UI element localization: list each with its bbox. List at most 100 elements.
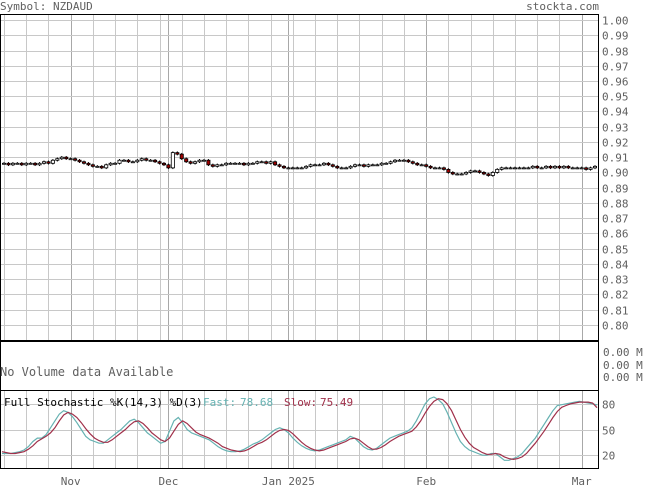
price-candle-body (370, 164, 375, 167)
price-candle-body (384, 162, 389, 165)
price-candle-body (366, 164, 371, 167)
price-candle-body (95, 165, 100, 168)
price-candle-body (499, 167, 504, 170)
price-candle-body (15, 162, 20, 165)
price-candle-body (504, 167, 509, 170)
x-tick-label: Nov (61, 475, 81, 486)
price-candle-body (330, 164, 335, 167)
price-candle-body (108, 162, 113, 166)
x-axis-labels: Nov Dec Jan 2025 Feb Mar (61, 475, 592, 486)
price-candle-body (37, 162, 42, 166)
price-candle-body (530, 165, 535, 169)
price-tick-label: 0.92 (602, 137, 629, 150)
price-candle-body (561, 165, 566, 169)
price-candle-body (455, 173, 460, 176)
price-candle-body (59, 156, 64, 160)
price-candle-body (459, 173, 464, 176)
price-candle-body (593, 165, 598, 169)
price-candle-body (246, 162, 251, 166)
price-candle-body (184, 158, 189, 163)
price-candle-body (299, 167, 304, 170)
price-candle-body (286, 167, 291, 170)
stochastic-tick-label: 80 (602, 399, 615, 412)
price-candle-body (557, 165, 562, 169)
price-candle-body (375, 164, 380, 167)
price-candle-body (304, 165, 309, 169)
price-candle-body (428, 165, 433, 169)
price-tick-label: 0.97 (602, 61, 629, 74)
price-candle-body (99, 165, 104, 169)
price-candle-body (477, 170, 482, 173)
price-candle-body (46, 161, 51, 164)
price-candle-body (139, 158, 144, 161)
price-candle-body (535, 165, 540, 169)
price-candle-body (90, 164, 95, 167)
price-candle-body (73, 158, 78, 161)
price-candle-body (344, 167, 349, 170)
price-candle-body (19, 162, 24, 166)
price-tick-label: 0.80 (602, 320, 629, 333)
price-axis: 1.00 0.99 0.98 0.97 0.96 0.95 0.94 0.93 0.92 0.91… (602, 15, 629, 333)
price-candle-body (464, 172, 469, 175)
price-candle-body (446, 168, 451, 173)
price-candle-body (570, 167, 575, 170)
price-candle-body (450, 172, 455, 175)
price-candle-body (490, 172, 495, 176)
price-tick-label: 0.95 (602, 91, 629, 104)
stochastic-tick-label: 50 (602, 425, 615, 438)
volume-tick-2: 0.00 M (603, 359, 643, 372)
price-candle-body (495, 168, 500, 173)
price-candle-body (268, 161, 273, 164)
price-candle-body (357, 164, 362, 167)
price-tick-label: 0.84 (602, 259, 629, 272)
stochastic-grid (1, 391, 598, 468)
price-candle-body (295, 167, 300, 170)
price-candle-body (575, 167, 580, 170)
price-candle-body (241, 162, 246, 166)
price-tick-label: 0.98 (602, 46, 629, 59)
price-candle-body (157, 161, 162, 164)
x-tick-label: Jan 2025 (262, 475, 315, 486)
price-grid (1, 14, 598, 340)
price-candle-body (50, 159, 55, 164)
price-candle-body (77, 159, 82, 163)
price-candle-body (521, 167, 526, 170)
price-candle-body (197, 159, 202, 163)
price-candle-body (179, 153, 184, 160)
fast-series-line (2, 396, 598, 461)
price-candle-body (206, 159, 211, 166)
price-candle-body (104, 164, 109, 169)
price-candle-body (121, 159, 126, 162)
price-candle-body (419, 164, 424, 167)
price-candle-body (6, 162, 11, 166)
price-candle-body (210, 164, 215, 167)
price-candle-body (539, 167, 544, 170)
price-candle-body (153, 159, 158, 163)
price-tick-label: 0.91 (602, 152, 629, 165)
price-candle-body (255, 161, 260, 164)
price-candle-body (513, 167, 518, 170)
price-candle-body (33, 162, 38, 166)
price-candle-body (201, 159, 206, 162)
stochastic-tick-label: 20 (602, 450, 615, 463)
x-tick-label: Dec (158, 475, 178, 486)
price-candle-body (437, 167, 442, 170)
x-tick-label: Feb (416, 475, 436, 486)
price-candle-body (361, 164, 366, 167)
price-candle-body (424, 164, 429, 167)
price-candle-body (415, 162, 420, 166)
price-candle-body (55, 158, 60, 161)
price-candle-body (517, 167, 522, 170)
price-candle-body (113, 162, 118, 165)
price-candle-body (41, 161, 46, 164)
price-candle-body (224, 162, 229, 166)
slow-series-line (1, 398, 598, 461)
price-candle-body (566, 165, 571, 169)
price-candle-body (335, 165, 340, 169)
price-tick-label: 0.87 (602, 213, 629, 226)
price-candle-body (397, 159, 402, 162)
price-candle-body (273, 161, 278, 166)
price-candle-body (406, 159, 411, 163)
price-candle-body (308, 164, 313, 167)
